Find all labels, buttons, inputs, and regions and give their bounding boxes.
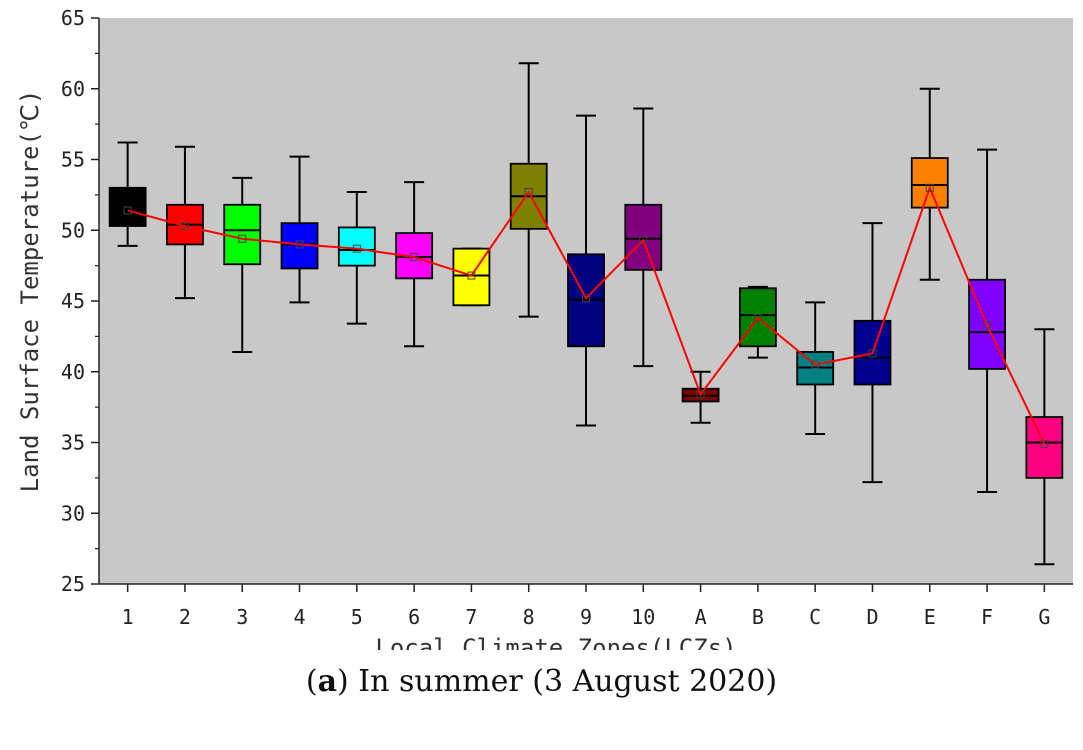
iqr-box <box>910 157 949 209</box>
x-axis: 1 2 3 4 5 6 7 8 9 10 A B C D E F G <box>99 583 1073 629</box>
y-axis: 25 30 35 40 45 50 55 60 65 <box>61 6 100 596</box>
mean-markers <box>123 183 1049 448</box>
y-tick-label: 55 <box>61 148 85 172</box>
iqr-box <box>853 319 892 386</box>
iqr-box <box>337 226 376 267</box>
x-tick-label: 3 <box>236 605 248 629</box>
mean-marker <box>352 244 361 253</box>
x-tick-label: 8 <box>523 605 535 629</box>
x-axis-title: Local Climate Zones(LCZs) <box>375 634 736 650</box>
x-tick-label: 2 <box>179 605 191 629</box>
mean-marker <box>639 236 648 245</box>
y-tick-label: 35 <box>61 431 85 455</box>
x-tick-label: 6 <box>408 605 420 629</box>
mean-marker <box>180 222 189 231</box>
mean-marker <box>753 313 762 322</box>
mean-marker <box>295 240 304 249</box>
x-tick-label: 9 <box>580 605 592 629</box>
mean-marker <box>238 234 247 243</box>
y-tick-label: 50 <box>61 218 85 242</box>
box-A <box>681 370 720 424</box>
x-tick-label: D <box>866 605 878 629</box>
mean-marker <box>811 360 820 369</box>
y-tick-label: 25 <box>61 572 85 596</box>
caption-label: a <box>317 664 338 699</box>
mean-marker <box>123 206 132 215</box>
x-tick-label: 1 <box>122 605 134 629</box>
x-tick-label: 5 <box>351 605 363 629</box>
x-tick-label: 7 <box>465 605 477 629</box>
caption-text: In summer (3 August 2020) <box>358 664 778 699</box>
y-axis-title: Land Surface Temperature(℃) <box>16 90 44 493</box>
box-10 <box>624 107 663 368</box>
y-tick-label: 40 <box>61 360 85 384</box>
figure-caption: (a) In summer (3 August 2020) <box>305 664 778 699</box>
mean-marker <box>582 294 590 303</box>
x-tick-label: F <box>981 605 993 629</box>
box-8 <box>509 62 548 318</box>
y-tick-label: 30 <box>61 501 85 525</box>
x-tick-label: C <box>809 605 821 629</box>
y-tick-label: 65 <box>61 6 85 30</box>
box-G <box>1025 328 1064 566</box>
mean-marker <box>925 183 934 192</box>
x-tick-label: 4 <box>294 605 306 629</box>
mean-marker <box>410 253 419 262</box>
x-tick-label: 10 <box>631 605 655 629</box>
box-E <box>910 87 949 281</box>
x-tick-label: A <box>695 605 707 629</box>
mean-marker <box>868 349 877 358</box>
box-C <box>796 301 835 436</box>
box-5 <box>337 191 376 325</box>
box-B <box>738 285 777 359</box>
iqr-box <box>624 203 663 271</box>
mean-marker <box>696 390 705 399</box>
y-tick-label: 45 <box>61 289 85 313</box>
box-9 <box>567 114 605 427</box>
mean-marker <box>1040 439 1049 448</box>
box-D <box>853 222 892 484</box>
mean-marker <box>467 271 476 280</box>
mean-marker <box>524 188 533 197</box>
mean-marker <box>983 321 992 330</box>
y-tick-label: 60 <box>61 77 85 101</box>
x-tick-label: E <box>924 605 936 629</box>
x-tick-label: G <box>1038 605 1050 629</box>
mean-line <box>127 184 1046 445</box>
box-2 <box>166 145 204 300</box>
x-tick-label: B <box>752 605 764 629</box>
iqr-box <box>223 203 262 266</box>
